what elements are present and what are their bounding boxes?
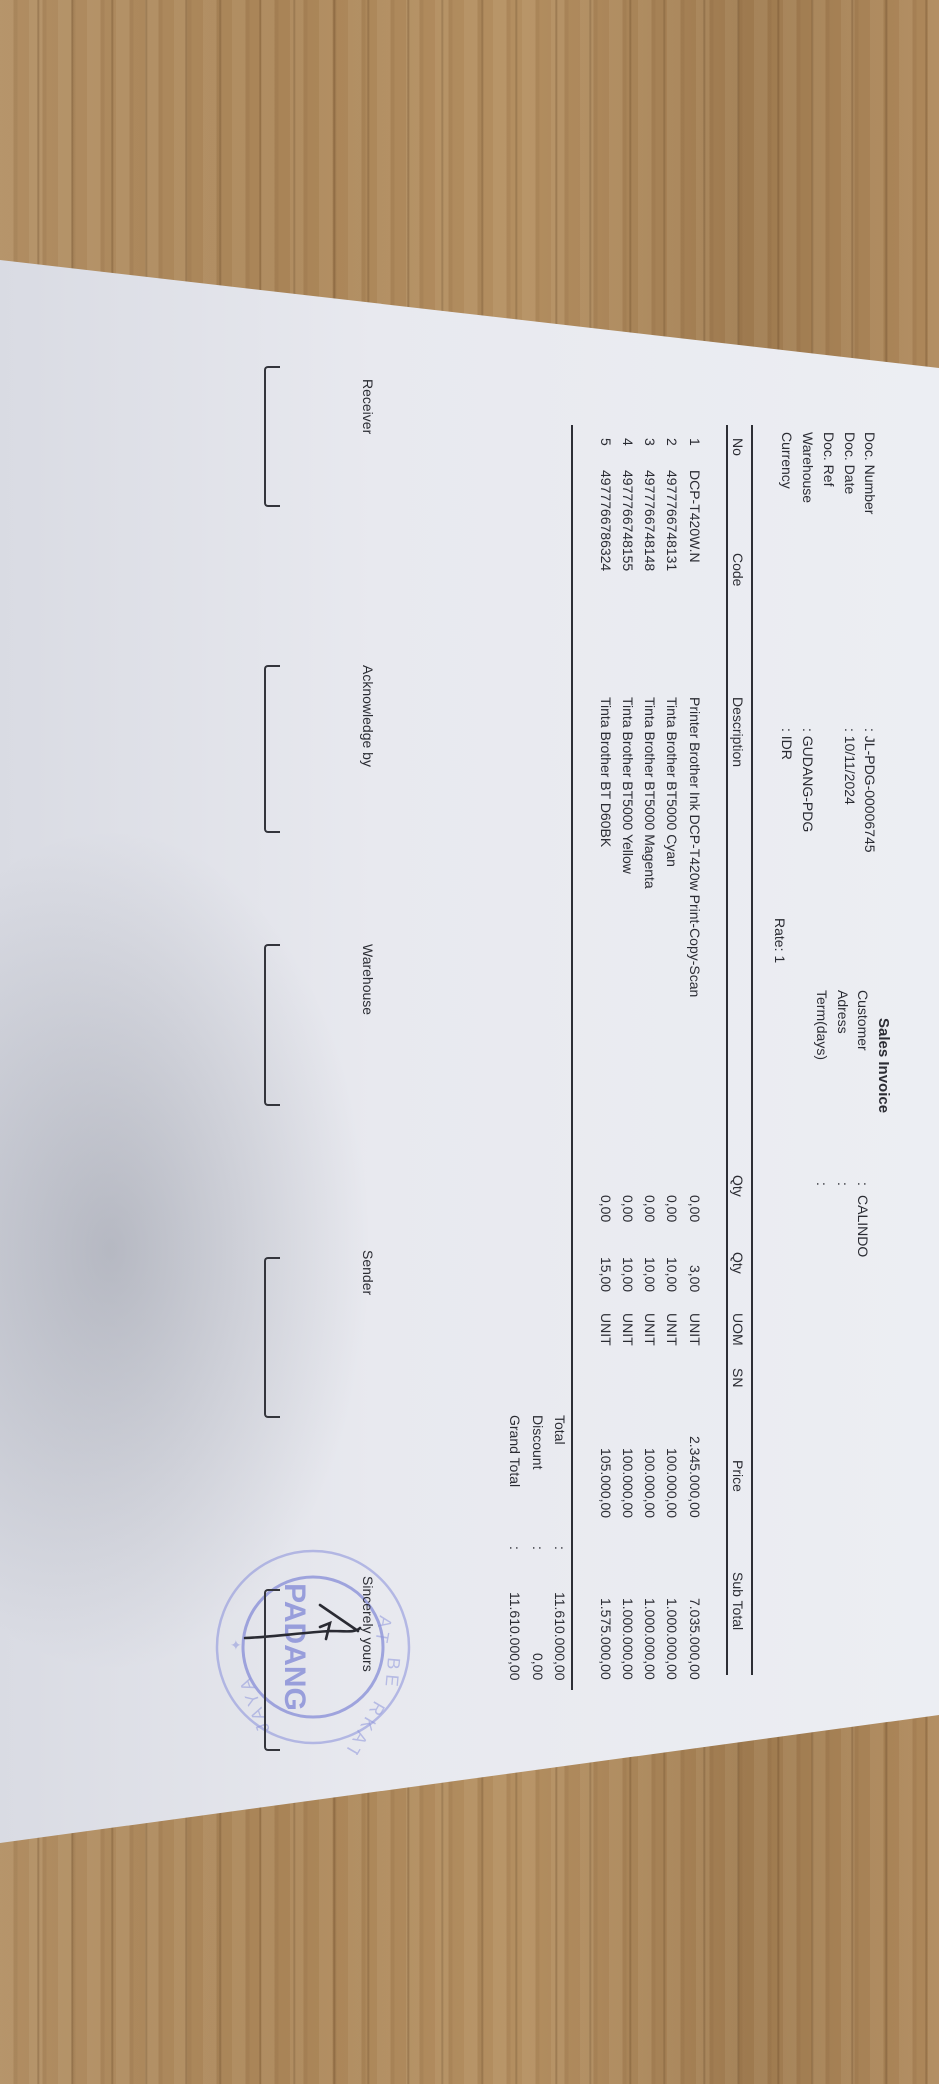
- document-title: Sales Invoice: [875, 1018, 892, 1114]
- cell-no: 1: [687, 438, 703, 446]
- cell-qty1: 0,00: [642, 1194, 658, 1222]
- header-code: Code: [730, 553, 746, 587]
- cell-uom: UNIT: [598, 1313, 614, 1346]
- header-no: No: [730, 438, 746, 456]
- signature-box-receiver: [264, 366, 280, 507]
- signature-box-sender: [264, 1257, 280, 1418]
- cell-subtotal: 1.000.000,00: [642, 1598, 658, 1680]
- cell-price: 100.000,00: [620, 1447, 636, 1518]
- discount-label: Discount: [530, 1415, 546, 1470]
- doc-number-value: : JL-PDG-00006745: [862, 728, 878, 853]
- cell-qty1: 0,00: [687, 1194, 703, 1222]
- cell-uom: UNIT: [620, 1313, 636, 1346]
- company-stamp: PADANG A T B E R K A T J A Y A ✦: [215, 1549, 411, 1755]
- cell-no: 5: [598, 438, 614, 446]
- cell-qty1: 0,00: [664, 1194, 680, 1222]
- header-uom: UOM: [730, 1313, 746, 1346]
- cell-code: DCP-T420W.N: [687, 470, 703, 563]
- cell-description: Printer Brother Ink DCP-T420w Print-Copy…: [687, 697, 703, 998]
- cell-no: 2: [664, 438, 680, 446]
- header-price: Price: [730, 1460, 746, 1492]
- total-label: Total: [552, 1415, 568, 1445]
- cell-no: 3: [642, 438, 658, 446]
- cell-price: 2.345.000,00: [687, 1436, 703, 1518]
- doc-date-label: Doc. Date: [842, 432, 858, 495]
- total-colon: :: [552, 1546, 568, 1550]
- header-qty-2: Qty: [730, 1252, 746, 1274]
- grand-total-value: 11.610.000,00: [507, 1591, 523, 1681]
- cell-code: 4977766786324: [598, 470, 614, 572]
- customer-colon: :: [855, 1182, 871, 1186]
- cell-price: 100.000,00: [664, 1447, 680, 1518]
- doc-number-label: Doc. Number: [862, 432, 878, 515]
- cell-description: Tinta Brother BT5000 Magenta: [642, 697, 658, 889]
- cell-subtotal: 7.035.000,00: [687, 1598, 703, 1680]
- signature-label-acknowledge: Acknowledge by: [360, 665, 376, 767]
- cell-qty1: 0,00: [620, 1194, 636, 1222]
- cell-qty2: 10,00: [664, 1256, 680, 1292]
- cell-qty2: 3,00: [687, 1264, 703, 1292]
- cell-code: 4977766748155: [620, 470, 636, 572]
- rate: Rate: 1: [772, 918, 788, 964]
- cell-description: Tinta Brother BT5000 Cyan: [664, 697, 680, 867]
- signature-label-receiver: Receiver: [360, 379, 376, 435]
- doc-date-value: : 10/11/2024: [842, 728, 858, 805]
- term-label: Term(days): [814, 990, 830, 1061]
- table-top-rule: [751, 425, 753, 1675]
- table-bottom-rule: [571, 425, 573, 1690]
- stamp-outer-ring: [215, 1549, 411, 1745]
- stamp-inner-ring: [241, 1575, 385, 1719]
- address-label: Adress: [835, 990, 851, 1034]
- currency-value: : IDR: [779, 728, 795, 760]
- signature-label-warehouse: Warehouse: [360, 944, 376, 1016]
- svg-text:B E: B E: [381, 1657, 403, 1688]
- cell-uom: UNIT: [687, 1313, 703, 1346]
- total-value: 11.610.000,00: [552, 1591, 568, 1681]
- cell-uom: UNIT: [664, 1313, 680, 1346]
- grand-total-colon: :: [507, 1546, 523, 1550]
- stamp-ring-text: A T B E R K A T J A Y A ✦: [230, 1614, 404, 1755]
- header-description: Description: [730, 697, 746, 768]
- grand-total-label: Grand Total: [507, 1415, 523, 1488]
- cell-description: Tinta Brother BT D60BK: [598, 697, 614, 848]
- cell-price: 105.000,00: [598, 1447, 614, 1518]
- warehouse-value: : GUDANG-PDG: [800, 728, 816, 833]
- customer-label: Customer: [855, 990, 871, 1051]
- signature-box-sincerely: [264, 1589, 280, 1751]
- cell-subtotal: 1.000.000,00: [664, 1598, 680, 1680]
- cell-qty2: 15,00: [598, 1256, 614, 1292]
- cell-qty2: 10,00: [620, 1256, 636, 1292]
- customer-value: CALINDO: [855, 1195, 871, 1258]
- svg-text:✦: ✦: [230, 1637, 242, 1653]
- term-colon: :: [814, 1182, 830, 1186]
- cell-description: Tinta Brother BT5000 Yellow: [620, 697, 636, 874]
- discount-colon: :: [530, 1546, 546, 1550]
- discount-value: 0,00: [530, 1652, 546, 1680]
- svg-text:A T: A T: [371, 1614, 395, 1644]
- cell-subtotal: 1.575.000,00: [598, 1598, 614, 1680]
- stamp-center-text: PADANG: [278, 1583, 311, 1711]
- cell-subtotal: 1.000.000,00: [620, 1598, 636, 1680]
- signature-label-sincerely: Sincerely yours: [360, 1576, 376, 1672]
- header-subtotal: Sub Total: [730, 1572, 746, 1631]
- doc-ref-label: Doc. Ref: [821, 432, 837, 487]
- cell-qty2: 10,00: [642, 1256, 658, 1292]
- cell-uom: UNIT: [642, 1313, 658, 1346]
- svg-text:PADANG: PADANG: [278, 1583, 311, 1711]
- signature-box-acknowledge: [264, 665, 280, 833]
- header-qty: Qty: [730, 1175, 746, 1197]
- cell-no: 4: [620, 438, 636, 446]
- address-colon: :: [835, 1182, 851, 1186]
- currency-label: Currency: [779, 432, 795, 489]
- cell-code: 4977766748148: [642, 470, 658, 572]
- table-header-rule: [726, 425, 728, 1675]
- header-sn: SN: [730, 1368, 746, 1388]
- cell-price: 100.000,00: [642, 1447, 658, 1518]
- cell-qty1: 0,00: [598, 1194, 614, 1222]
- signature-box-warehouse: [264, 944, 280, 1106]
- warehouse-label: Warehouse: [800, 432, 816, 504]
- signature-label-sender: Sender: [360, 1250, 376, 1296]
- cell-code: 4977766748131: [664, 470, 680, 572]
